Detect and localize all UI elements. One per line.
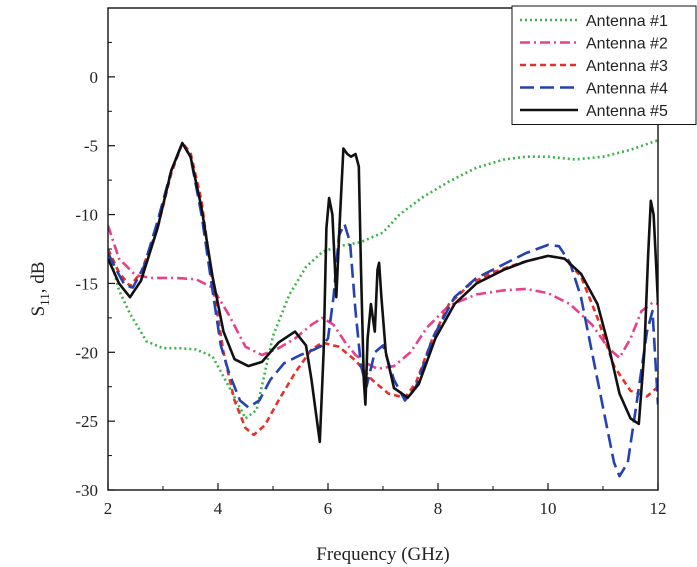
y-axis-title: S11, dB	[28, 262, 52, 317]
y-axis: 0 -5 -10 -15 -20 -25 -30	[75, 41, 115, 500]
x-axis-title: Frequency (GHz)	[316, 544, 449, 565]
series-line-antenna-5	[108, 141, 658, 444]
legend-label-antenna-4: Antenna #4	[586, 81, 668, 98]
legend-label-antenna-3: Antenna #3	[586, 58, 668, 75]
y-axis-title-unit: , dB	[28, 262, 49, 294]
series-line-antenna-1	[108, 138, 658, 420]
y-tick-label: -15	[75, 274, 98, 293]
y-axis-title-main: S	[28, 306, 49, 317]
y-tick-label: -30	[75, 481, 98, 500]
x-tick-label: 8	[434, 499, 443, 518]
y-tick-label: -20	[75, 343, 98, 362]
y-axis-title-subscript: 11	[37, 293, 52, 306]
x-tick-label: 6	[324, 499, 333, 518]
legend: Antenna #1 Antenna #2 Antenna #3 Antenna #4…	[511, 5, 697, 125]
series-layer	[108, 138, 658, 478]
legend-label-antenna-5: Antenna #5	[586, 103, 668, 120]
x-tick-label: 4	[214, 499, 223, 518]
x-axis: 2 4 6 8 10 12	[104, 483, 667, 518]
y-tick-label: -5	[84, 137, 98, 156]
legend-label-antenna-1: Antenna #1	[586, 13, 668, 30]
y-tick-label: -10	[75, 206, 98, 225]
y-tick-label: 0	[90, 68, 99, 87]
y-tick-label: -25	[75, 412, 98, 431]
x-tick-label: 12	[650, 499, 667, 518]
x-tick-label: 2	[104, 499, 113, 518]
legend-label-antenna-2: Antenna #2	[586, 36, 668, 53]
x-tick-label: 10	[540, 499, 557, 518]
